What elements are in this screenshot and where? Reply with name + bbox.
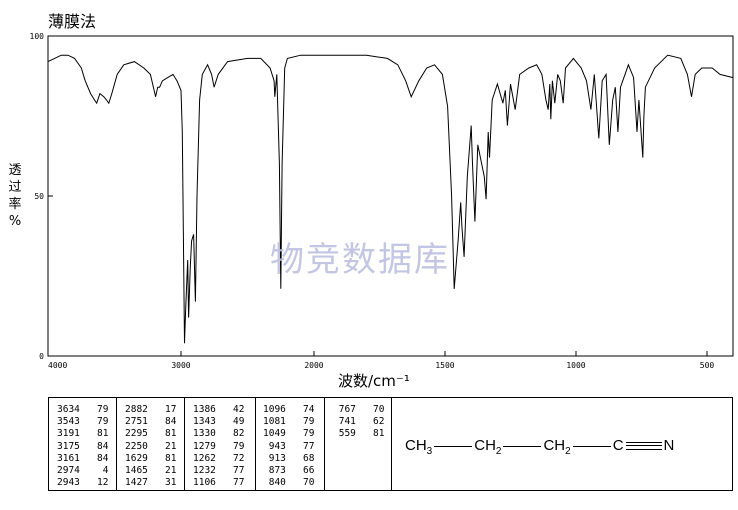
watermark: 物竞数据库 [270, 240, 450, 280]
x-tick-label: 3000 [171, 361, 190, 370]
peak-row: 3543 79 [57, 416, 109, 428]
methyl-group: CH3 [405, 437, 433, 457]
atom-label: CH [543, 437, 566, 454]
table-divider [255, 398, 256, 490]
table-divider [116, 398, 117, 490]
atom-subscript: 2 [495, 446, 502, 457]
peak-row: 2250 21 [125, 440, 177, 452]
x-tick-label: 500 [700, 361, 715, 370]
peak-row: 2751 84 [125, 416, 177, 428]
peak-row: 1096 74 [263, 404, 315, 415]
peak-row: 2943 12 [57, 477, 109, 489]
triple-bond [625, 442, 662, 451]
chart-title: 薄膜法 [48, 12, 97, 31]
peak-row: 3191 81 [57, 428, 109, 440]
peak-row: 3161 84 [57, 452, 109, 464]
peak-row: 559 81 [333, 428, 385, 440]
y-tick-label: 0 [39, 352, 44, 361]
peak-row: 3175 84 [57, 440, 109, 452]
single-bond [434, 445, 473, 447]
peak-column-5: 767 70 741 62 559 81 [333, 404, 385, 441]
peak-column-4: 1096 74 1081 79 1049 79 943 77 913 68 873 … [263, 404, 314, 489]
peak-row: 1465 21 [125, 465, 177, 477]
peak-row: 1279 79 [193, 440, 245, 452]
peak-row: 767 70 [333, 404, 385, 415]
table-divider [324, 398, 325, 490]
x-axis-label: 波数/cm⁻¹ [338, 372, 410, 390]
atom-subscript: 3 [426, 446, 433, 457]
peak-row: 1106 77 [193, 477, 245, 489]
peak-row: 1386 42 [193, 404, 245, 415]
table-divider [391, 398, 392, 490]
peak-table: 3634 79 3543 79 3191 81 3175 84 3161 84 2974 … [48, 397, 733, 491]
nitrile-nitrogen: N [663, 437, 675, 454]
spectrum-line [47, 54, 734, 344]
peak-row: 873 66 [263, 465, 315, 477]
single-bond [503, 445, 542, 447]
peak-row: 2295 81 [125, 428, 177, 440]
peak-row: 913 68 [263, 452, 315, 464]
peak-row: 2974 4 [57, 465, 109, 477]
y-axis-label-text: 透过率 % [8, 163, 22, 229]
y-tick-label: 100 [30, 32, 45, 41]
peak-column-1: 3634 79 3543 79 3191 81 3175 84 3161 84 2974 … [57, 404, 108, 489]
peak-row: 1343 49 [193, 416, 245, 428]
peak-row: 1262 72 [193, 452, 245, 464]
x-tick-label: 2000 [304, 361, 323, 370]
peak-row: 1629 81 [125, 452, 177, 464]
atom-subscript: 2 [565, 446, 571, 457]
peak-column-2: 2882 17 2751 84 2295 81 2250 21 1629 81 1465 … [125, 404, 176, 489]
x-tick-label: 4000 [48, 361, 67, 370]
x-tick-label: 1500 [435, 361, 454, 370]
nitrile-carbon: C [612, 437, 624, 454]
peak-row: 1232 77 [193, 465, 245, 477]
peak-column-3: 1386 42 1343 49 1330 82 1279 79 1262 72 1232 … [193, 404, 244, 489]
atom-label: CH [474, 437, 496, 454]
peak-row: 741 62 [333, 416, 385, 428]
peak-row: 943 77 [263, 440, 315, 452]
peak-row: 1049 79 [263, 428, 315, 440]
peak-row: 3634 79 [57, 404, 109, 415]
axis-ticks [47, 35, 708, 357]
plot-frame [47, 35, 734, 357]
peak-row: 1427 31 [125, 477, 177, 489]
methylene-group-2: CH2 [543, 437, 571, 457]
y-tick-label: 50 [34, 192, 44, 201]
x-tick-label: 1000 [566, 361, 585, 370]
peak-row: 840 70 [263, 477, 315, 489]
y-axis-label: 透过率 % [6, 162, 24, 230]
structure-formula: CH3 CH2 CH2 C N [405, 437, 674, 457]
peak-row: 1330 82 [193, 428, 245, 440]
peak-row: 2882 17 [125, 404, 177, 415]
table-divider [184, 398, 185, 490]
atom-label: CH [405, 437, 427, 454]
single-bond [572, 445, 611, 447]
peak-row: 1081 79 [263, 416, 315, 428]
methylene-group-1: CH2 [474, 437, 502, 457]
